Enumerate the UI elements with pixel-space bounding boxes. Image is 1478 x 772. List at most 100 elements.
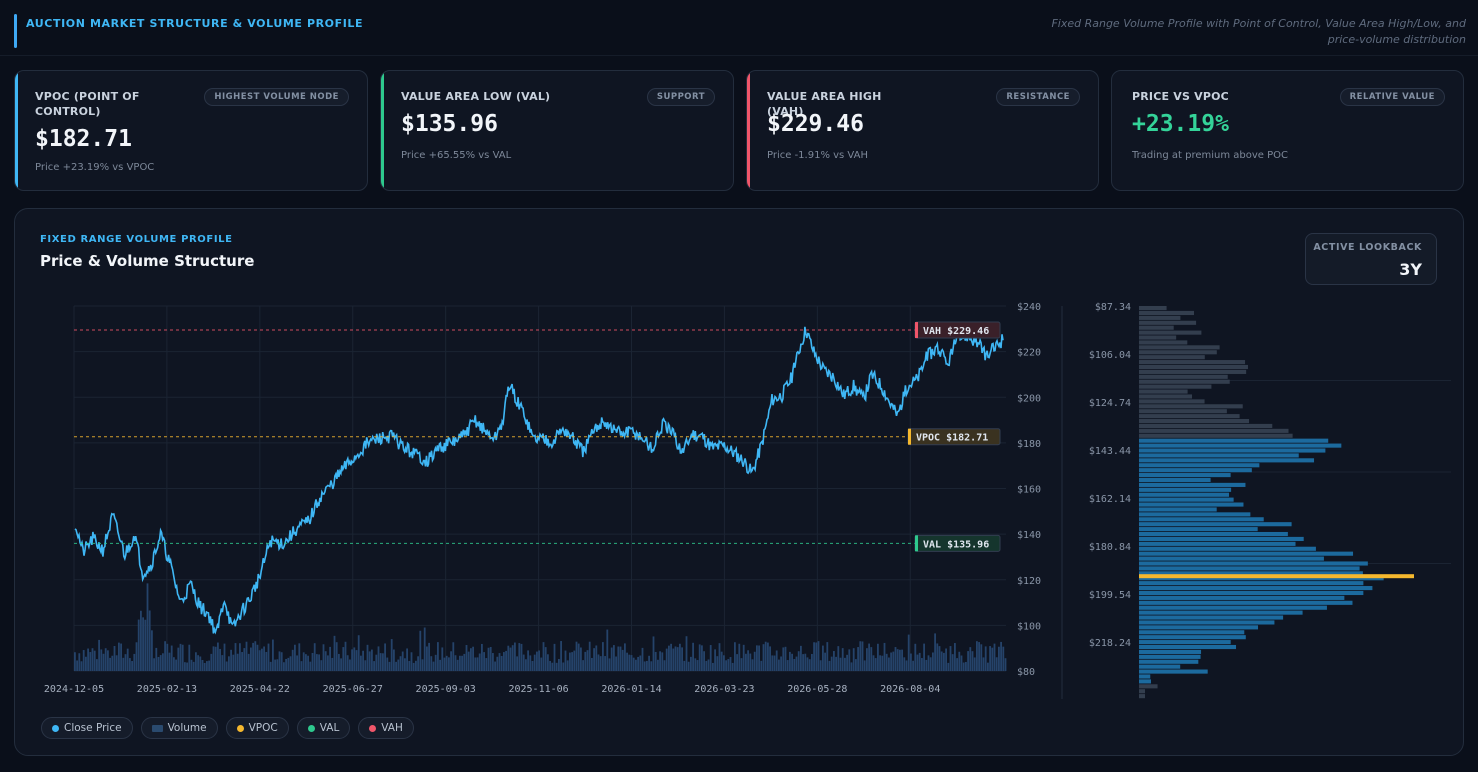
volume-bar [85, 656, 87, 671]
volume-bar [819, 660, 822, 671]
profile-bin [1139, 448, 1326, 453]
volume-bar [384, 643, 386, 671]
volume-bar [426, 646, 428, 671]
profile-bin [1139, 433, 1293, 438]
volume-bar [221, 655, 224, 671]
volume-bar [841, 648, 844, 671]
volume-bar [212, 646, 215, 671]
card-label: VPOC (POINT OF CONTROL) [35, 90, 140, 118]
volume-bar [360, 655, 362, 671]
y-tick-label: $120 [1017, 576, 1041, 587]
volume-bar [978, 642, 980, 671]
price-chart: $240 $220 $200 $180 $160 $140 $120 $100 $80 2024-… [44, 302, 1041, 695]
volume-bar [377, 646, 380, 671]
volume-bar [973, 657, 976, 671]
legend-item-close-price[interactable]: Close Price [41, 717, 133, 739]
volume-bar [214, 646, 217, 671]
volume-bar [406, 648, 408, 671]
volume-bar [93, 650, 96, 671]
volume-bar [604, 656, 606, 671]
card-accent [747, 71, 750, 190]
volume-bar [300, 661, 303, 671]
legend-item-val[interactable]: VAL [296, 717, 351, 739]
chart-legend: Close Price Volume VPOC VAL VAH [41, 717, 414, 739]
profile-bin [1139, 345, 1220, 350]
profile-bin [1139, 620, 1275, 625]
profile-bin [1139, 517, 1264, 522]
profile-bin [1139, 590, 1364, 596]
lookback-selector[interactable]: ACTIVE LOOKBACK 3Y [1305, 233, 1437, 285]
legend-label: Close Price [64, 722, 122, 734]
profile-bin [1139, 571, 1363, 576]
volume-bar [764, 641, 767, 671]
volume-bar [373, 661, 375, 671]
volume-bar [91, 648, 94, 671]
val-label-accent [915, 535, 918, 552]
volume-bar [388, 661, 391, 671]
volume-bar [206, 661, 208, 671]
legend-item-vpoc[interactable]: VPOC [225, 717, 289, 739]
card-note: Price +65.55% vs VAL [401, 150, 512, 161]
volume-bar [423, 627, 426, 671]
volume-bar [621, 649, 624, 671]
volume-bar [907, 634, 910, 671]
volume-bar [630, 655, 633, 671]
volume-bar [720, 651, 723, 671]
card-badge: SUPPORT [646, 88, 715, 106]
volume-bar [729, 657, 732, 671]
x-tick-label: 2024-12-05 [44, 684, 104, 695]
volume-bar [837, 646, 840, 671]
volume-bar [421, 659, 424, 671]
volume-bar [371, 649, 373, 671]
volume-bar [747, 650, 749, 671]
volume-bar [496, 656, 499, 671]
volume-bar [694, 658, 697, 671]
legend-item-vah[interactable]: VAH [358, 717, 414, 739]
volume-bar [976, 641, 978, 671]
volume-bar [685, 636, 688, 671]
volume-bar [258, 650, 261, 671]
y-tick-label: $218.24 [1089, 638, 1131, 649]
volume-bar [736, 654, 738, 671]
volume-bar [870, 647, 873, 671]
profile-bin [1139, 625, 1259, 630]
volume-bar [709, 645, 712, 671]
volume-bar [177, 647, 180, 671]
profile-bin [1139, 649, 1202, 654]
volume-bar [239, 643, 241, 671]
volume-bar [982, 657, 985, 671]
volume-bar [155, 647, 158, 671]
volume-bar [459, 655, 461, 671]
volume-bar [140, 610, 142, 671]
volume-bar [951, 654, 954, 671]
profile-bin [1139, 369, 1247, 374]
volume-bar [789, 651, 791, 671]
volume-bar [173, 657, 175, 671]
volume-bar [287, 657, 290, 671]
volume-bar [817, 641, 820, 671]
volume-bar [267, 643, 270, 671]
volume-bar [918, 652, 921, 671]
volume-bar [322, 644, 325, 671]
volume-bar [804, 653, 807, 671]
volume-bar [276, 659, 279, 671]
volume-bar [927, 655, 930, 671]
volume-bar [241, 652, 243, 671]
profile-bin [1139, 418, 1250, 424]
volume-bar [778, 659, 780, 671]
volume-bar [714, 649, 716, 671]
y-tick-label: $200 [1017, 393, 1041, 404]
profile-bin [1139, 394, 1193, 399]
volume-bar [157, 656, 160, 671]
legend-item-volume[interactable]: Volume [140, 717, 218, 739]
volume-bar [428, 642, 430, 671]
volume-bar [82, 650, 85, 671]
y-tick-label: $106.04 [1089, 350, 1131, 361]
volume-bar [879, 655, 881, 671]
volume-bar [137, 619, 140, 671]
volume-bar [998, 646, 1000, 671]
volume-bar [687, 661, 690, 671]
volume-bar [863, 660, 866, 671]
profile-bin [1139, 527, 1258, 532]
volume-bar [681, 647, 683, 671]
